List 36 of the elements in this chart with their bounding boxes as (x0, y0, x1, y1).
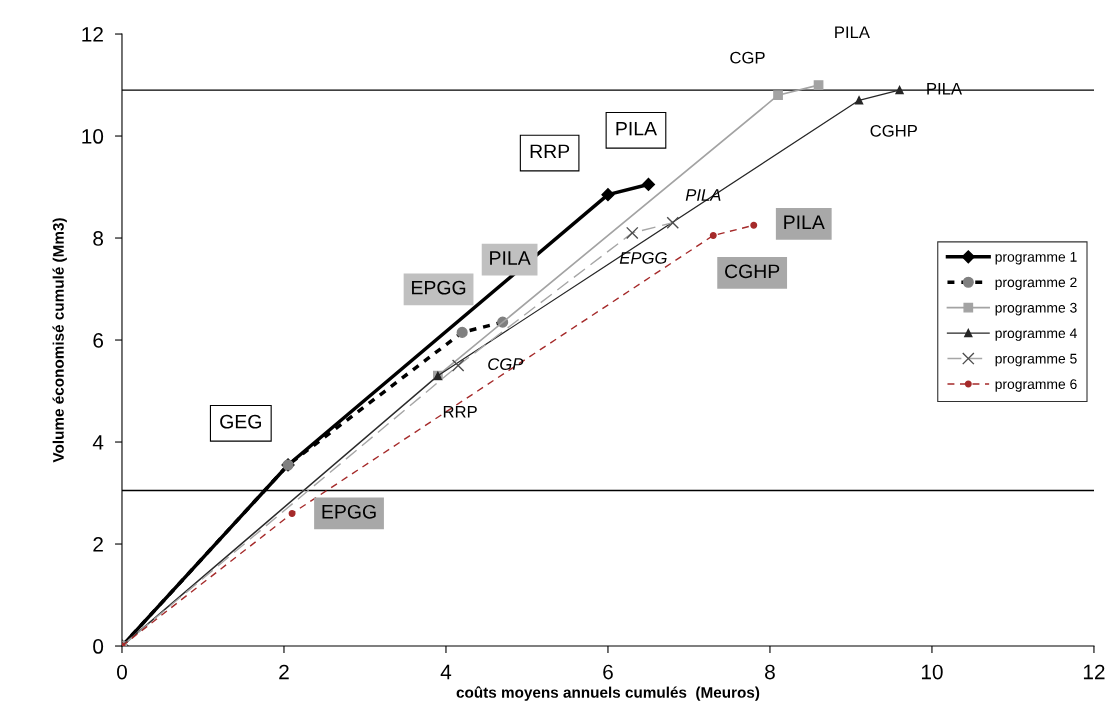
annotation: RRP (530, 144, 570, 159)
y-tick-label: 12 (82, 27, 103, 42)
annotation: RRP (443, 406, 477, 418)
annotation: PILA (835, 26, 870, 38)
annotation: PILA (490, 251, 531, 265)
legend-label: programme 6 (995, 379, 1077, 392)
y-tick-label: 2 (93, 537, 103, 552)
x-tick-label: 0 (117, 664, 127, 680)
y-tick-label: 8 (93, 231, 104, 246)
x-tick-label: 10 (921, 664, 943, 680)
annotation: CGP (488, 358, 524, 370)
y-tick-label: 10 (82, 129, 104, 144)
legend-label: programme 2 (995, 277, 1077, 290)
y-tick-label: 6 (93, 333, 104, 348)
annotation: GEG (220, 414, 261, 429)
annotation: EPGG (619, 251, 667, 264)
x-tick-label: 4 (440, 664, 452, 680)
annotation: CGP (730, 51, 765, 64)
y-axis-title: Volume économisé cumulé (Mm3) (52, 218, 67, 463)
annotation: CGHP (725, 264, 780, 279)
legend-label: programme 1 (995, 252, 1077, 265)
annotation: PILA (616, 121, 657, 136)
legend-label: programme 4 (995, 328, 1077, 341)
x-axis-title: coûts moyens annuels cumulés (Meuros) (456, 686, 760, 701)
x-tick-label: 6 (603, 664, 613, 680)
legend-label: programme 3 (995, 302, 1077, 316)
annotation: PILA (784, 215, 825, 229)
x-tick-label: 8 (765, 664, 775, 680)
y-tick-label: 4 (92, 435, 104, 450)
annotation: CGHP (870, 124, 917, 137)
annotation: EPGG (412, 280, 466, 295)
annotation: EPGG (322, 504, 376, 519)
y-tick-label: 0 (93, 639, 104, 654)
x-tick-label: 12 (1083, 664, 1105, 680)
x-tick-label: 2 (279, 664, 289, 680)
legend-label: programme 5 (995, 353, 1077, 367)
